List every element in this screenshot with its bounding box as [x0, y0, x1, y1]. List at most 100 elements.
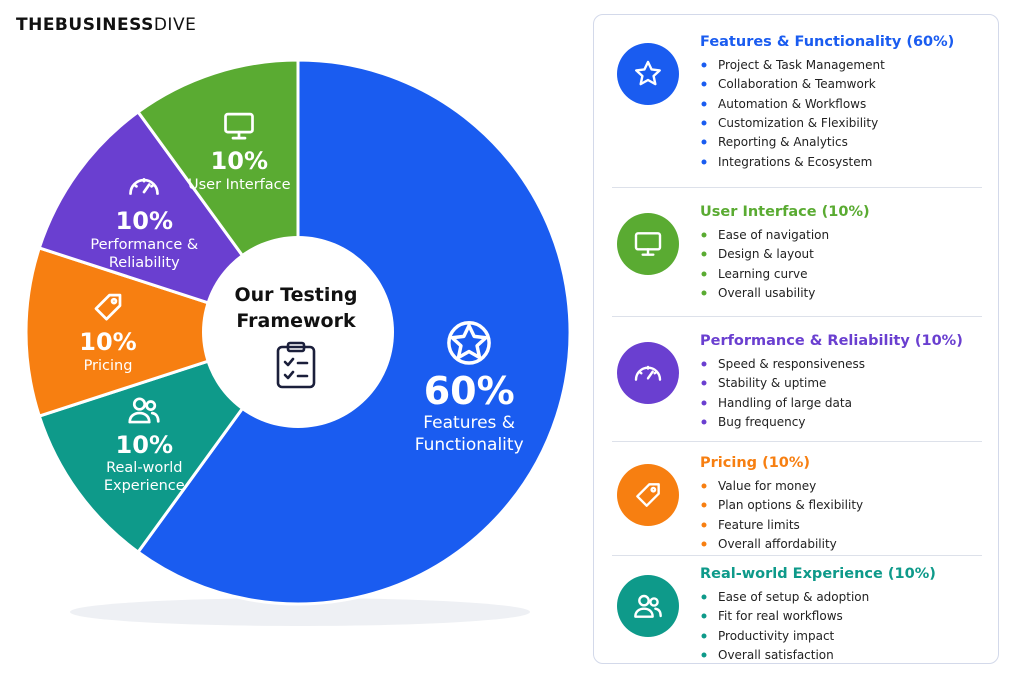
bullet: [701, 419, 707, 425]
section-item: Stability & uptime: [718, 376, 827, 391]
slice-category: Features & Functionality: [414, 413, 524, 455]
section-heading: Performance & Reliability (10%): [700, 333, 963, 349]
icon-shape: [641, 248, 655, 256]
slice-label: 60% Features & Functionality: [404, 320, 534, 456]
section-item: Reporting & Analytics: [718, 135, 848, 150]
icon-shape: [654, 607, 662, 618]
section-icon: [617, 213, 679, 275]
section-item: Fit for real workflows: [718, 609, 843, 624]
section-heading: Pricing (10%): [700, 455, 811, 471]
bullet: [701, 62, 707, 68]
icon-shape: [133, 397, 147, 411]
section-icon: [617, 342, 679, 404]
section-item: Project & Task Management: [718, 58, 885, 72]
bullet: [701, 361, 707, 367]
center-hole: [202, 236, 394, 428]
section-item: Overall usability: [718, 285, 816, 300]
section-icon: [617, 43, 679, 105]
separator: [612, 316, 982, 317]
section-heading: Real-world Experience (10%): [700, 566, 936, 582]
section-heading: User Interface (10%): [700, 204, 870, 220]
bullet: [701, 400, 707, 406]
slice-label: 10% Pricing: [48, 289, 168, 375]
bullet: [701, 613, 707, 619]
pie-slice: [24, 246, 303, 418]
bullet: [701, 502, 707, 508]
bullet: [701, 522, 707, 528]
slice-icon: [179, 108, 299, 144]
icon-shape: [450, 323, 488, 359]
bullet: [701, 290, 707, 296]
section-item: Ease of navigation: [718, 228, 830, 242]
icon: [634, 365, 662, 381]
section-item: Customization & Flexibility: [718, 115, 879, 130]
value-label: 60%: [423, 368, 515, 413]
icon: [94, 293, 122, 321]
icon-shape: [635, 60, 661, 86]
slice-icon: [84, 392, 204, 428]
icon-shape: [447, 320, 492, 365]
icon-shape: [128, 411, 151, 424]
brand: THEBUSINESSDIVE: [16, 15, 196, 35]
icon-shape: [231, 131, 247, 140]
chart: [24, 58, 572, 626]
bullet: [701, 541, 707, 547]
bullet: [701, 380, 707, 386]
icon: [129, 178, 160, 196]
slice-category: Real-world Experience: [103, 460, 185, 495]
bullet: [701, 483, 707, 489]
icon-shape: [636, 483, 660, 507]
icon-shape: [145, 399, 157, 411]
section-item: Productivity impact: [718, 628, 835, 643]
slice-category: Performance & Reliability: [90, 236, 199, 272]
separator: [612, 441, 982, 442]
section-item: Overall affordability: [718, 536, 837, 551]
bullet: [701, 271, 707, 277]
section-item: Collaboration & Teamwork: [718, 77, 876, 92]
section-icon: [617, 464, 679, 526]
slice-category: Pricing: [83, 357, 133, 374]
section-item: Plan options & flexibility: [718, 498, 864, 513]
slice-label: 10% Real-world Experience: [84, 392, 204, 496]
section-item: Value for money: [718, 479, 817, 493]
slice-icon: [84, 168, 204, 204]
brand-bold: THEBUSINESS: [16, 15, 154, 35]
icon-shape: [649, 597, 659, 607]
icon-shape: [133, 178, 155, 194]
icon-shape: [224, 113, 255, 134]
section-item: Overall satisfaction: [718, 647, 834, 662]
slice-icon: [404, 320, 534, 366]
value-label: 10%: [115, 207, 173, 236]
section-item: Design & layout: [718, 247, 814, 262]
panel: [593, 14, 999, 664]
icon-shape: [283, 357, 309, 380]
icon-shape: [151, 411, 160, 423]
icon-shape: [94, 293, 122, 321]
icon-shape: [276, 345, 316, 389]
bullet: [701, 633, 707, 639]
icon: [636, 483, 660, 507]
shadow: [70, 598, 530, 626]
separator: [612, 555, 982, 556]
section-item: Bug frequency: [718, 414, 806, 429]
value-label: 10%: [115, 430, 173, 459]
section-item: Automation & Workflows: [718, 96, 867, 111]
slice-icon: [48, 289, 168, 325]
section-item: Handling of large data: [718, 395, 852, 410]
bullet: [701, 652, 707, 658]
bullet: [701, 101, 707, 107]
icon: [447, 320, 492, 365]
icon: [224, 113, 255, 140]
slice-label: 10% Performance & Reliability: [84, 168, 204, 272]
slice-label: 10% User Interface: [179, 108, 299, 194]
icon: [128, 397, 160, 424]
section-icon: [617, 575, 679, 637]
bullet: [701, 251, 707, 257]
icon: [634, 232, 662, 256]
chart-title: Our Testing Framework: [234, 284, 358, 332]
icon-shape: [638, 594, 650, 607]
icon-shape: [638, 365, 658, 380]
center-title: Our Testing Framework: [216, 283, 376, 398]
value-label: 10%: [210, 147, 268, 176]
